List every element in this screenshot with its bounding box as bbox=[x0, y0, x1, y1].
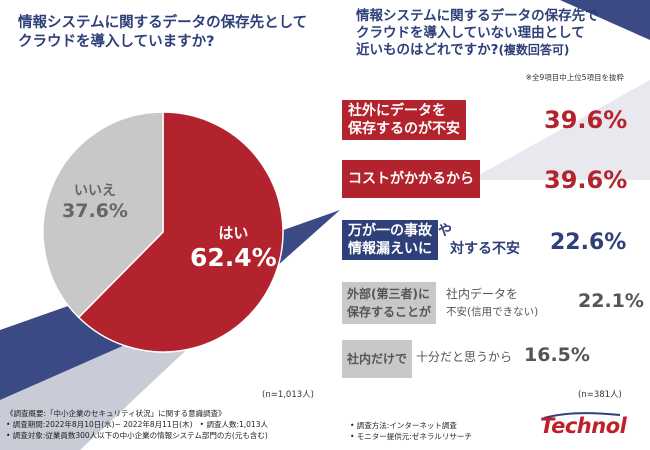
bar-2-label: コストがかかるから bbox=[348, 171, 474, 187]
survey-title: 《調査概要:「中小企業のセキュリティ状況」に関する意識調査》 bbox=[6, 409, 226, 418]
pie-slice-yes bbox=[77, 111, 284, 353]
bar-row-3: 万が一の事故 情報漏えいに や 対する不安 22.6% bbox=[342, 220, 632, 260]
bar-5-value: 16.5% bbox=[524, 344, 590, 366]
bar-4-label-line2: 保存することが bbox=[347, 305, 432, 319]
bar-1-label-line2: 保存するのが不安 bbox=[348, 121, 460, 137]
survey-method: • 調査方法:インターネット調査 bbox=[350, 421, 457, 430]
pie-label-no-text: いいえ bbox=[73, 183, 116, 199]
bar-5-rest: 十分だと思うから bbox=[416, 350, 513, 364]
right-title-line-2: クラウドを導入していない理由として bbox=[356, 25, 585, 41]
right-title-suffix: (複数回答可) bbox=[498, 43, 570, 57]
survey-overview: 《調査概要:「中小企業のセキュリティ状況」に関する意識調査》 • 調査期間:20… bbox=[6, 408, 268, 441]
bar-3-rest-1: や bbox=[438, 223, 452, 239]
bar-row-4: 外部(第三者)に 保存することが 社内データを 不安(信用できない) 22.1% bbox=[342, 282, 644, 324]
bar-4-rest-2: 不安(信用できない) bbox=[446, 306, 539, 318]
left-sample-size: (n=1,013人) bbox=[262, 390, 314, 400]
pie-label-yes: はい 62.4% bbox=[190, 222, 277, 272]
bar-4-value: 22.1% bbox=[578, 290, 644, 312]
bar-4: 外部(第三者)に 保存することが bbox=[342, 282, 437, 324]
bar-2: コストがかかるから bbox=[342, 160, 480, 198]
pie-label-yes-text: はい bbox=[218, 224, 249, 242]
bar-3-label-line2: 情報漏えいに bbox=[348, 241, 432, 257]
survey-target: • 調査対象:従業員数300人以下の中小企業の情報システム部門の方(元も含む) bbox=[6, 431, 268, 440]
survey-provider: • モニター提供元:ゼネラルリサーチ bbox=[350, 432, 472, 441]
bar-5: 社内だけで bbox=[342, 340, 413, 378]
survey-period: • 調査期間:2022年8月10日(水)~ 2022年8月11日(木) bbox=[6, 420, 193, 429]
technol-logo: Technol bbox=[540, 414, 627, 438]
bar-2-value: 39.6% bbox=[544, 166, 628, 194]
bar-1: 社外にデータを 保存するのが不安 bbox=[342, 100, 466, 140]
bar-row-2: コストがかかるから 39.6% bbox=[342, 160, 632, 200]
right-title-line-1: 情報システムに関するデータの保存先で bbox=[356, 8, 599, 24]
bar-5-label: 社内だけで bbox=[347, 352, 408, 366]
bar-4-rest-1: 社内データを bbox=[446, 287, 519, 301]
bar-row-5: 社内だけで 十分だと思うから 16.5% bbox=[342, 340, 632, 380]
pie-chart bbox=[42, 111, 284, 353]
right-question-title: 情報システムに関するデータの保存先で クラウドを導入していない理由として 近いも… bbox=[356, 8, 641, 59]
survey-method-block: • 調査方法:インターネット調査 • モニター提供元:ゼネラルリサーチ bbox=[350, 420, 472, 442]
logo-swoosh-icon bbox=[543, 412, 621, 419]
bar-3-value: 22.6% bbox=[550, 230, 627, 255]
bar-3: 万が一の事故 情報漏えいに bbox=[342, 220, 438, 260]
pie-label-no-value: 37.6% bbox=[62, 200, 128, 222]
pie-label-yes-value: 62.4% bbox=[190, 243, 277, 272]
bar-1-label-line1: 社外にデータを bbox=[348, 103, 446, 119]
pie-label-no: いいえ 37.6% bbox=[62, 180, 128, 222]
pie-slice-no bbox=[42, 111, 164, 319]
items-note: ※全9項目中上位5項目を抜粋 bbox=[525, 73, 624, 82]
bar-row-1: 社外にデータを 保存するのが不安 39.6% bbox=[342, 100, 632, 140]
survey-count: • 調査人数:1,013人 bbox=[199, 420, 268, 429]
bar-4-label-line1: 外部(第三者)に bbox=[347, 287, 430, 301]
right-sample-size: (n=381人) bbox=[578, 390, 622, 400]
bar-3-label-line1: 万が一の事故 bbox=[348, 223, 432, 239]
bar-1-value: 39.6% bbox=[544, 106, 628, 134]
right-title-line-3: 近いものはどれですか? bbox=[356, 42, 499, 58]
left-question-title: 情報システムに関するデータの保存先として クラウドを導入していますか? bbox=[18, 15, 308, 50]
bar-3-rest-2: 対する不安 bbox=[450, 241, 520, 257]
